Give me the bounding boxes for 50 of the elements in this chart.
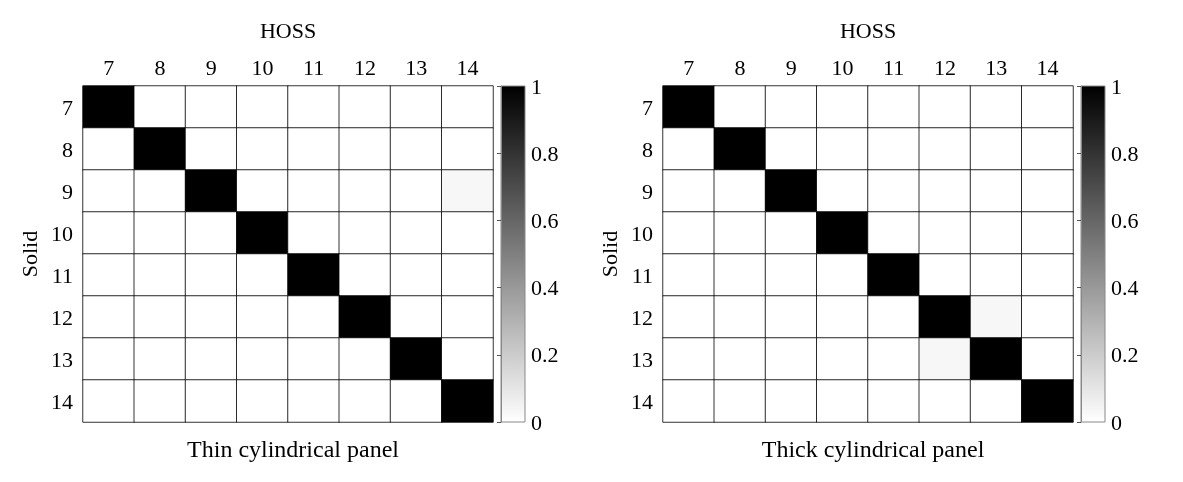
color-bar-label: 0 xyxy=(1111,409,1122,435)
x-tick-label: 9 xyxy=(205,54,217,80)
x-tick-label: 13 xyxy=(405,54,428,80)
x-tick-label: 7 xyxy=(103,54,115,80)
x-tick-label: 14 xyxy=(1036,54,1059,80)
color-bar-label: 0.8 xyxy=(1111,140,1139,166)
color-bar-label: 0.6 xyxy=(531,207,559,233)
color-bar-label: 0.2 xyxy=(531,342,559,368)
color-bar-label: 0 xyxy=(531,409,542,435)
x-axis-title: HOSS xyxy=(839,17,897,43)
color-bar-label: 0.2 xyxy=(1111,342,1139,368)
y-tick-label: 12 xyxy=(631,304,653,330)
y-tick-label: 9 xyxy=(642,178,653,204)
color-bar-label: 0.4 xyxy=(531,275,559,301)
x-tick-label: 10 xyxy=(251,54,274,80)
y-tick-label: 11 xyxy=(631,262,653,288)
y-tick-label: 8 xyxy=(62,136,73,162)
x-tick-label: 11 xyxy=(883,54,905,80)
color-bar-label: 1 xyxy=(1111,73,1122,99)
y-tick-label: 7 xyxy=(642,94,653,120)
x-tick-label: 9 xyxy=(785,54,797,80)
y-tick-label: 14 xyxy=(51,388,73,414)
y-tick-label: 11 xyxy=(51,262,73,288)
x-tick-label: 8 xyxy=(734,54,746,80)
x-tick-label: 14 xyxy=(456,54,479,80)
color-bar-label: 0.8 xyxy=(531,140,559,166)
y-axis-title: Solid xyxy=(16,230,42,278)
y-tick-label: 13 xyxy=(51,346,73,372)
x-tick-label: 12 xyxy=(933,54,956,80)
x-tick-label: 10 xyxy=(831,54,854,80)
y-tick-label: 14 xyxy=(631,388,653,414)
y-axis-title: Solid xyxy=(596,230,622,278)
y-tick-label: 9 xyxy=(62,178,73,204)
color-bar-label: 0.4 xyxy=(1111,275,1139,301)
color-bar-label: 1 xyxy=(531,73,542,99)
y-tick-label: 12 xyxy=(51,304,73,330)
x-tick-label: 13 xyxy=(985,54,1008,80)
y-tick-label: 10 xyxy=(51,220,73,246)
color-bar-label: 0.6 xyxy=(1111,207,1139,233)
x-tick-label: 7 xyxy=(683,54,695,80)
y-tick-label: 7 xyxy=(62,94,73,120)
x-tick-label: 8 xyxy=(154,54,166,80)
x-axis-title: HOSS xyxy=(259,17,317,43)
y-tick-label: 8 xyxy=(642,136,653,162)
text: Thin cylindrical panel xyxy=(187,436,400,462)
y-tick-label: 10 xyxy=(631,220,653,246)
y-tick-label: 13 xyxy=(631,346,653,372)
x-tick-label: 11 xyxy=(303,54,325,80)
x-tick-label: 12 xyxy=(353,54,376,80)
text: Thick cylindrical panel xyxy=(761,436,985,462)
